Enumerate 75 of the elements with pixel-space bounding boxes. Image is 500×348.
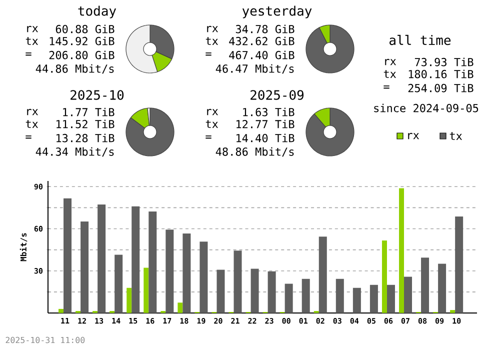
text: 60.88 GiB [56,24,114,34]
text: tx [384,70,396,78]
text: 2025-10-31 11:00 [6,336,85,344]
chart-title: 2025-09 [250,90,304,100]
bar [386,284,395,313]
bar [370,284,378,313]
text: rx [27,26,38,32]
chart-title: today [78,6,116,18]
text: tx [206,120,218,128]
bar [58,308,64,313]
bar [126,288,132,313]
text: all time [390,34,451,46]
bar [182,234,191,313]
text: = [206,52,212,56]
text: 1.63 TiB [243,108,294,116]
text: = [206,135,212,139]
legend-label: rx [408,132,420,140]
y-axis-title: Mbit/s [20,233,28,262]
bar [268,271,276,313]
bar [234,250,242,313]
text: 180.16 TiB [408,70,474,78]
text: rx [385,58,396,66]
text: 46.47 Mbit/s [216,64,294,74]
text: 254.09 TiB [408,84,474,92]
bar [114,254,123,313]
text: since 2024-09-05 [374,104,478,112]
bar [216,270,225,313]
text: 432.62 GiB [229,36,294,46]
text: 48.86 Mbit/s [216,147,294,157]
bar [148,211,157,313]
text: 34.78 GiB [236,24,294,34]
bar [399,188,404,313]
bar [178,302,183,313]
text: rx [207,26,218,32]
text: 12.77 TiB [236,120,294,128]
bar [200,242,208,313]
legend-label: tx [450,132,462,140]
chart-title: 2025-10 [70,90,124,100]
bar [98,204,106,313]
text: rx [207,108,218,116]
text: tx [26,37,38,45]
text: 1.77 TiB [63,108,114,116]
bar [250,268,259,313]
text: tx [206,37,218,45]
bar [166,230,174,313]
text: 11.52 TiB [56,120,114,128]
text: 14.40 TiB [236,134,294,142]
text: 44.34 Mbit/s [36,147,114,157]
bar [80,221,89,313]
bar [421,258,430,313]
bar [64,198,72,313]
text: = [26,52,32,56]
text: = [384,85,390,89]
bar [132,206,140,313]
bar [404,276,412,313]
text: 44.86 Mbit/s [36,64,114,74]
bar [382,240,387,313]
text: 206.80 GiB [49,50,114,60]
text: 145.92 GiB [50,36,114,46]
text: 467.40 GiB [229,50,294,60]
chart-title: yesterday [242,6,312,18]
bar [352,288,361,313]
bar [302,278,310,313]
bar [455,216,464,313]
text: tx [26,120,38,128]
bar [284,284,293,313]
bar [450,310,456,313]
text: rx [27,108,38,116]
text: 13.28 TiB [56,134,114,142]
bar [336,278,344,313]
bar [144,268,149,313]
bar [318,236,327,313]
text: 73.93 TiB [414,58,474,66]
text: = [26,135,32,139]
bar [438,264,446,313]
